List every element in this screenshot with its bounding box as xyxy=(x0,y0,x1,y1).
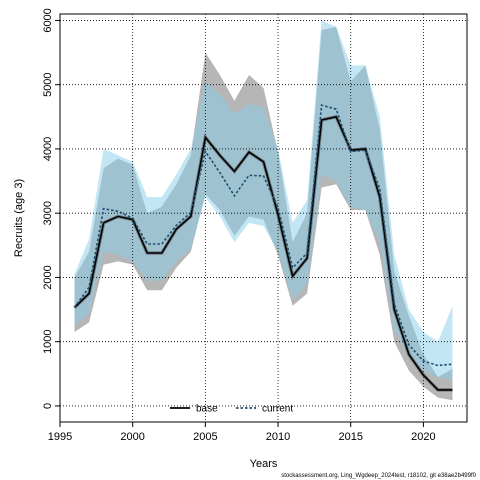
series-lines xyxy=(73,104,453,392)
y-tick-label: 0 xyxy=(42,403,54,409)
x-tick-label: 2015 xyxy=(338,431,362,443)
y-tick-label: 5000 xyxy=(42,72,54,96)
y-tick-label: 3000 xyxy=(42,201,54,225)
x-tick-label: 2000 xyxy=(120,431,144,443)
x-tick-label: 2020 xyxy=(411,431,435,443)
y-axis-title: Recruits (age 3) xyxy=(13,179,25,257)
y-tick-label: 6000 xyxy=(42,8,54,32)
legend: base current xyxy=(170,404,293,415)
band-current xyxy=(74,20,453,381)
series-line-current xyxy=(73,104,453,367)
x-tick-label: 2010 xyxy=(266,431,290,443)
footnote: stockassessment.org, Ling_Wgdeep_2024tes… xyxy=(281,473,476,479)
y-tick-label: 2000 xyxy=(42,265,54,289)
x-tick-label: 1995 xyxy=(48,431,72,443)
x-axis-ticks: 1995 2000 2005 2010 2015 2020 xyxy=(48,422,436,443)
y-tick-label: 1000 xyxy=(42,329,54,353)
y-tick-label: 4000 xyxy=(42,137,54,161)
x-axis-title: Years xyxy=(250,458,278,470)
legend-label-current: current xyxy=(262,404,293,415)
y-axis-ticks: 0 1000 2000 3000 4000 5000 6000 xyxy=(42,8,60,409)
x-tick-label: 2005 xyxy=(193,431,217,443)
legend-label-base: base xyxy=(196,404,218,415)
plot-frame xyxy=(59,13,468,423)
confidence-bands xyxy=(74,20,453,401)
